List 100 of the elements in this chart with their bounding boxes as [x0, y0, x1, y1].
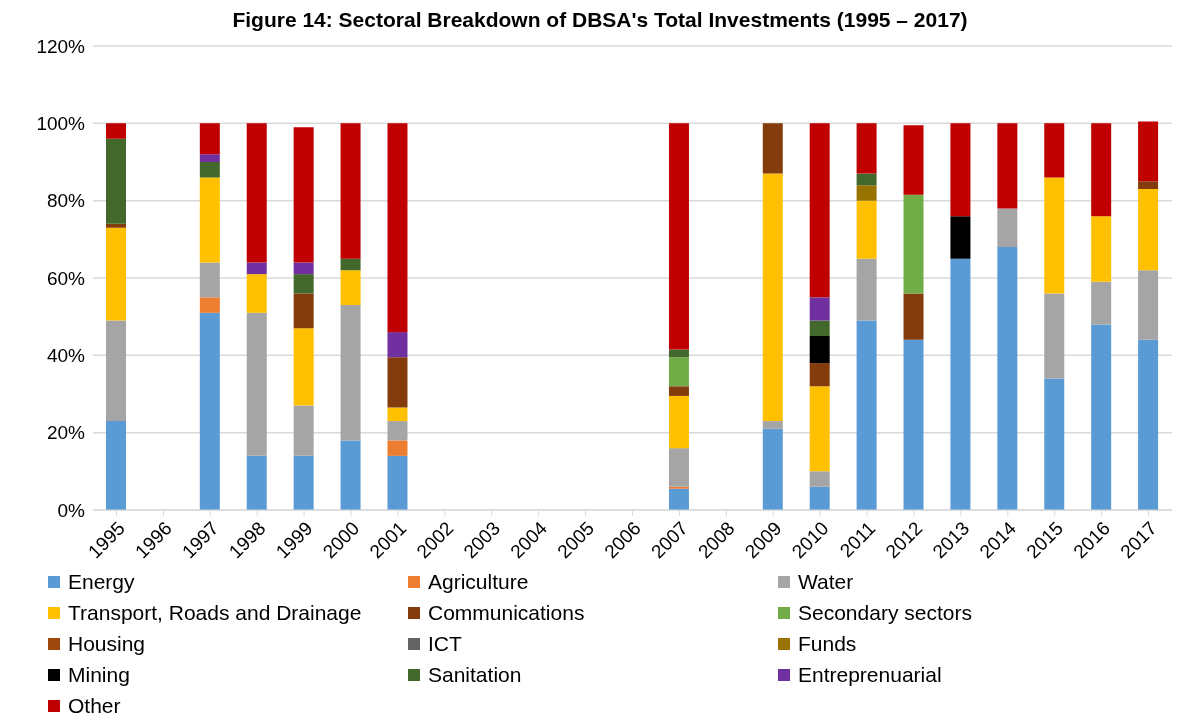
bar — [997, 123, 1018, 209]
bar — [668, 488, 689, 510]
bar — [809, 320, 830, 336]
bar — [950, 258, 971, 510]
legend-label: Sanitation — [428, 662, 522, 687]
legend-label: Other — [68, 693, 121, 718]
bar — [293, 405, 314, 456]
bar — [199, 262, 220, 298]
bar — [1044, 177, 1065, 294]
bar — [668, 395, 689, 449]
bar — [199, 177, 220, 263]
bar — [1138, 121, 1159, 182]
y-tick-label: 0% — [57, 499, 86, 521]
bar — [246, 455, 267, 510]
bar — [762, 173, 783, 422]
chart-title: Figure 14: Sectoral Breakdown of DBSA's Total Investments (1995 – 2017) — [231, 8, 969, 33]
bar — [903, 293, 924, 340]
bar — [762, 123, 783, 174]
bar — [1044, 123, 1065, 178]
bar — [856, 258, 877, 321]
bar — [199, 123, 220, 155]
legend-label: Entreprenuarial — [798, 662, 942, 687]
bar — [199, 162, 220, 178]
bar — [293, 328, 314, 406]
y-tick-label: 20% — [46, 422, 86, 444]
bar — [106, 223, 126, 228]
legend-label: Mining — [68, 662, 130, 687]
bar — [997, 208, 1018, 248]
bar — [246, 262, 267, 275]
bar — [856, 185, 877, 201]
bar — [903, 125, 924, 195]
legend-label: Agriculture — [428, 569, 529, 594]
bar — [387, 421, 408, 441]
bar — [293, 262, 314, 275]
bar — [199, 297, 220, 313]
bar — [293, 293, 314, 329]
bar — [1138, 339, 1159, 510]
bar — [809, 471, 830, 487]
bar — [668, 448, 689, 487]
bar — [387, 357, 408, 408]
bar — [340, 305, 361, 441]
bar — [1044, 293, 1065, 379]
bar — [106, 421, 126, 510]
bar — [1138, 181, 1159, 190]
bar — [950, 123, 971, 217]
bar — [950, 216, 971, 259]
bar — [246, 312, 267, 456]
bar — [387, 123, 408, 333]
bar — [199, 154, 220, 162]
bar — [106, 320, 126, 422]
bar — [903, 194, 924, 294]
y-tick-label: 120% — [36, 35, 86, 57]
bar — [668, 386, 689, 396]
bar — [903, 339, 924, 510]
bar — [293, 127, 314, 263]
bar — [340, 258, 361, 271]
bar — [199, 312, 220, 510]
legend-label: Communications — [428, 600, 585, 625]
bar — [809, 297, 830, 321]
bar — [106, 123, 126, 139]
bar — [856, 320, 877, 510]
legend-label: Water — [798, 569, 854, 594]
bar — [856, 200, 877, 259]
y-tick-label: 100% — [36, 113, 86, 135]
bar — [1044, 378, 1065, 510]
y-tick-label: 40% — [46, 345, 86, 367]
bar — [340, 270, 361, 306]
bar — [387, 440, 408, 456]
bar — [997, 247, 1018, 510]
bar — [387, 455, 408, 510]
bar — [762, 421, 783, 429]
bar — [293, 274, 314, 294]
bar — [340, 440, 361, 510]
bar — [1091, 324, 1112, 510]
legend-label: Housing — [68, 631, 146, 656]
bar — [246, 123, 267, 263]
bar — [809, 386, 830, 472]
bar — [668, 123, 689, 350]
bar — [106, 138, 126, 224]
bar — [856, 173, 877, 186]
bar — [387, 407, 408, 422]
bar — [762, 428, 783, 510]
legend-label: Funds — [798, 631, 857, 656]
legend-label: Energy — [68, 569, 135, 594]
bar — [293, 455, 314, 510]
y-tick-label: 80% — [46, 190, 86, 212]
bar — [668, 357, 689, 387]
bar — [809, 336, 830, 364]
bar — [1091, 123, 1112, 217]
bar — [340, 123, 361, 259]
legend-label: ICT — [428, 631, 462, 656]
y-tick-label: 60% — [46, 267, 86, 289]
legend-label: Transport, Roads and Drainage — [68, 600, 362, 625]
bar — [246, 274, 267, 313]
bar — [856, 123, 877, 174]
bar — [1138, 189, 1159, 271]
bar — [1091, 281, 1112, 325]
bar — [668, 349, 689, 358]
bar — [809, 486, 830, 510]
bar — [809, 123, 830, 298]
